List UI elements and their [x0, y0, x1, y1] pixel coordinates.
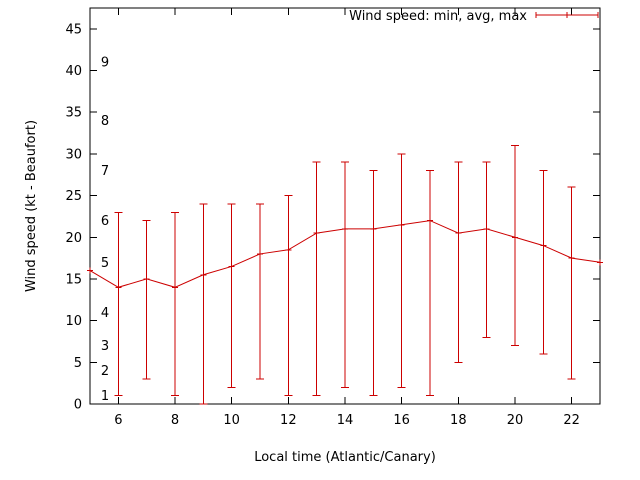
y-tick-label: 40 [65, 64, 82, 79]
x-tick-label: 16 [393, 413, 410, 428]
y-tick-label: 30 [65, 147, 82, 162]
legend-label: Wind speed: min, avg, max [349, 9, 527, 24]
y-tick-label: 35 [65, 106, 82, 121]
beaufort-scale-label: 9 [101, 56, 109, 71]
x-axis-label: Local time (Atlantic/Canary) [254, 450, 436, 465]
x-tick-label: 8 [171, 413, 179, 428]
y-tick-label: 45 [65, 22, 82, 37]
y-tick-label: 15 [65, 272, 82, 287]
y-axis-label: Wind speed (kt - Beaufort) [24, 120, 39, 292]
y-tick-label: 20 [65, 231, 82, 246]
beaufort-scale-label: 6 [101, 214, 109, 229]
y-tick-label: 5 [74, 356, 82, 371]
x-tick-label: 12 [280, 413, 297, 428]
beaufort-scale-label: 4 [101, 306, 109, 321]
beaufort-scale-label: 1 [101, 389, 109, 404]
x-tick-label: 22 [563, 413, 580, 428]
x-tick-label: 18 [450, 413, 467, 428]
y-tick-label: 25 [65, 189, 82, 204]
beaufort-scale-label: 7 [101, 164, 109, 179]
x-tick-label: 14 [337, 413, 354, 428]
x-tick-label: 20 [507, 413, 524, 428]
x-tick-label: 10 [223, 413, 240, 428]
y-tick-label: 10 [65, 314, 82, 329]
beaufort-scale-label: 3 [101, 339, 109, 354]
beaufort-scale-label: 8 [101, 114, 109, 129]
beaufort-scale-label: 5 [101, 256, 109, 271]
y-tick-label: 0 [74, 398, 82, 413]
beaufort-scale-label: 2 [101, 364, 109, 379]
x-tick-label: 6 [114, 413, 122, 428]
